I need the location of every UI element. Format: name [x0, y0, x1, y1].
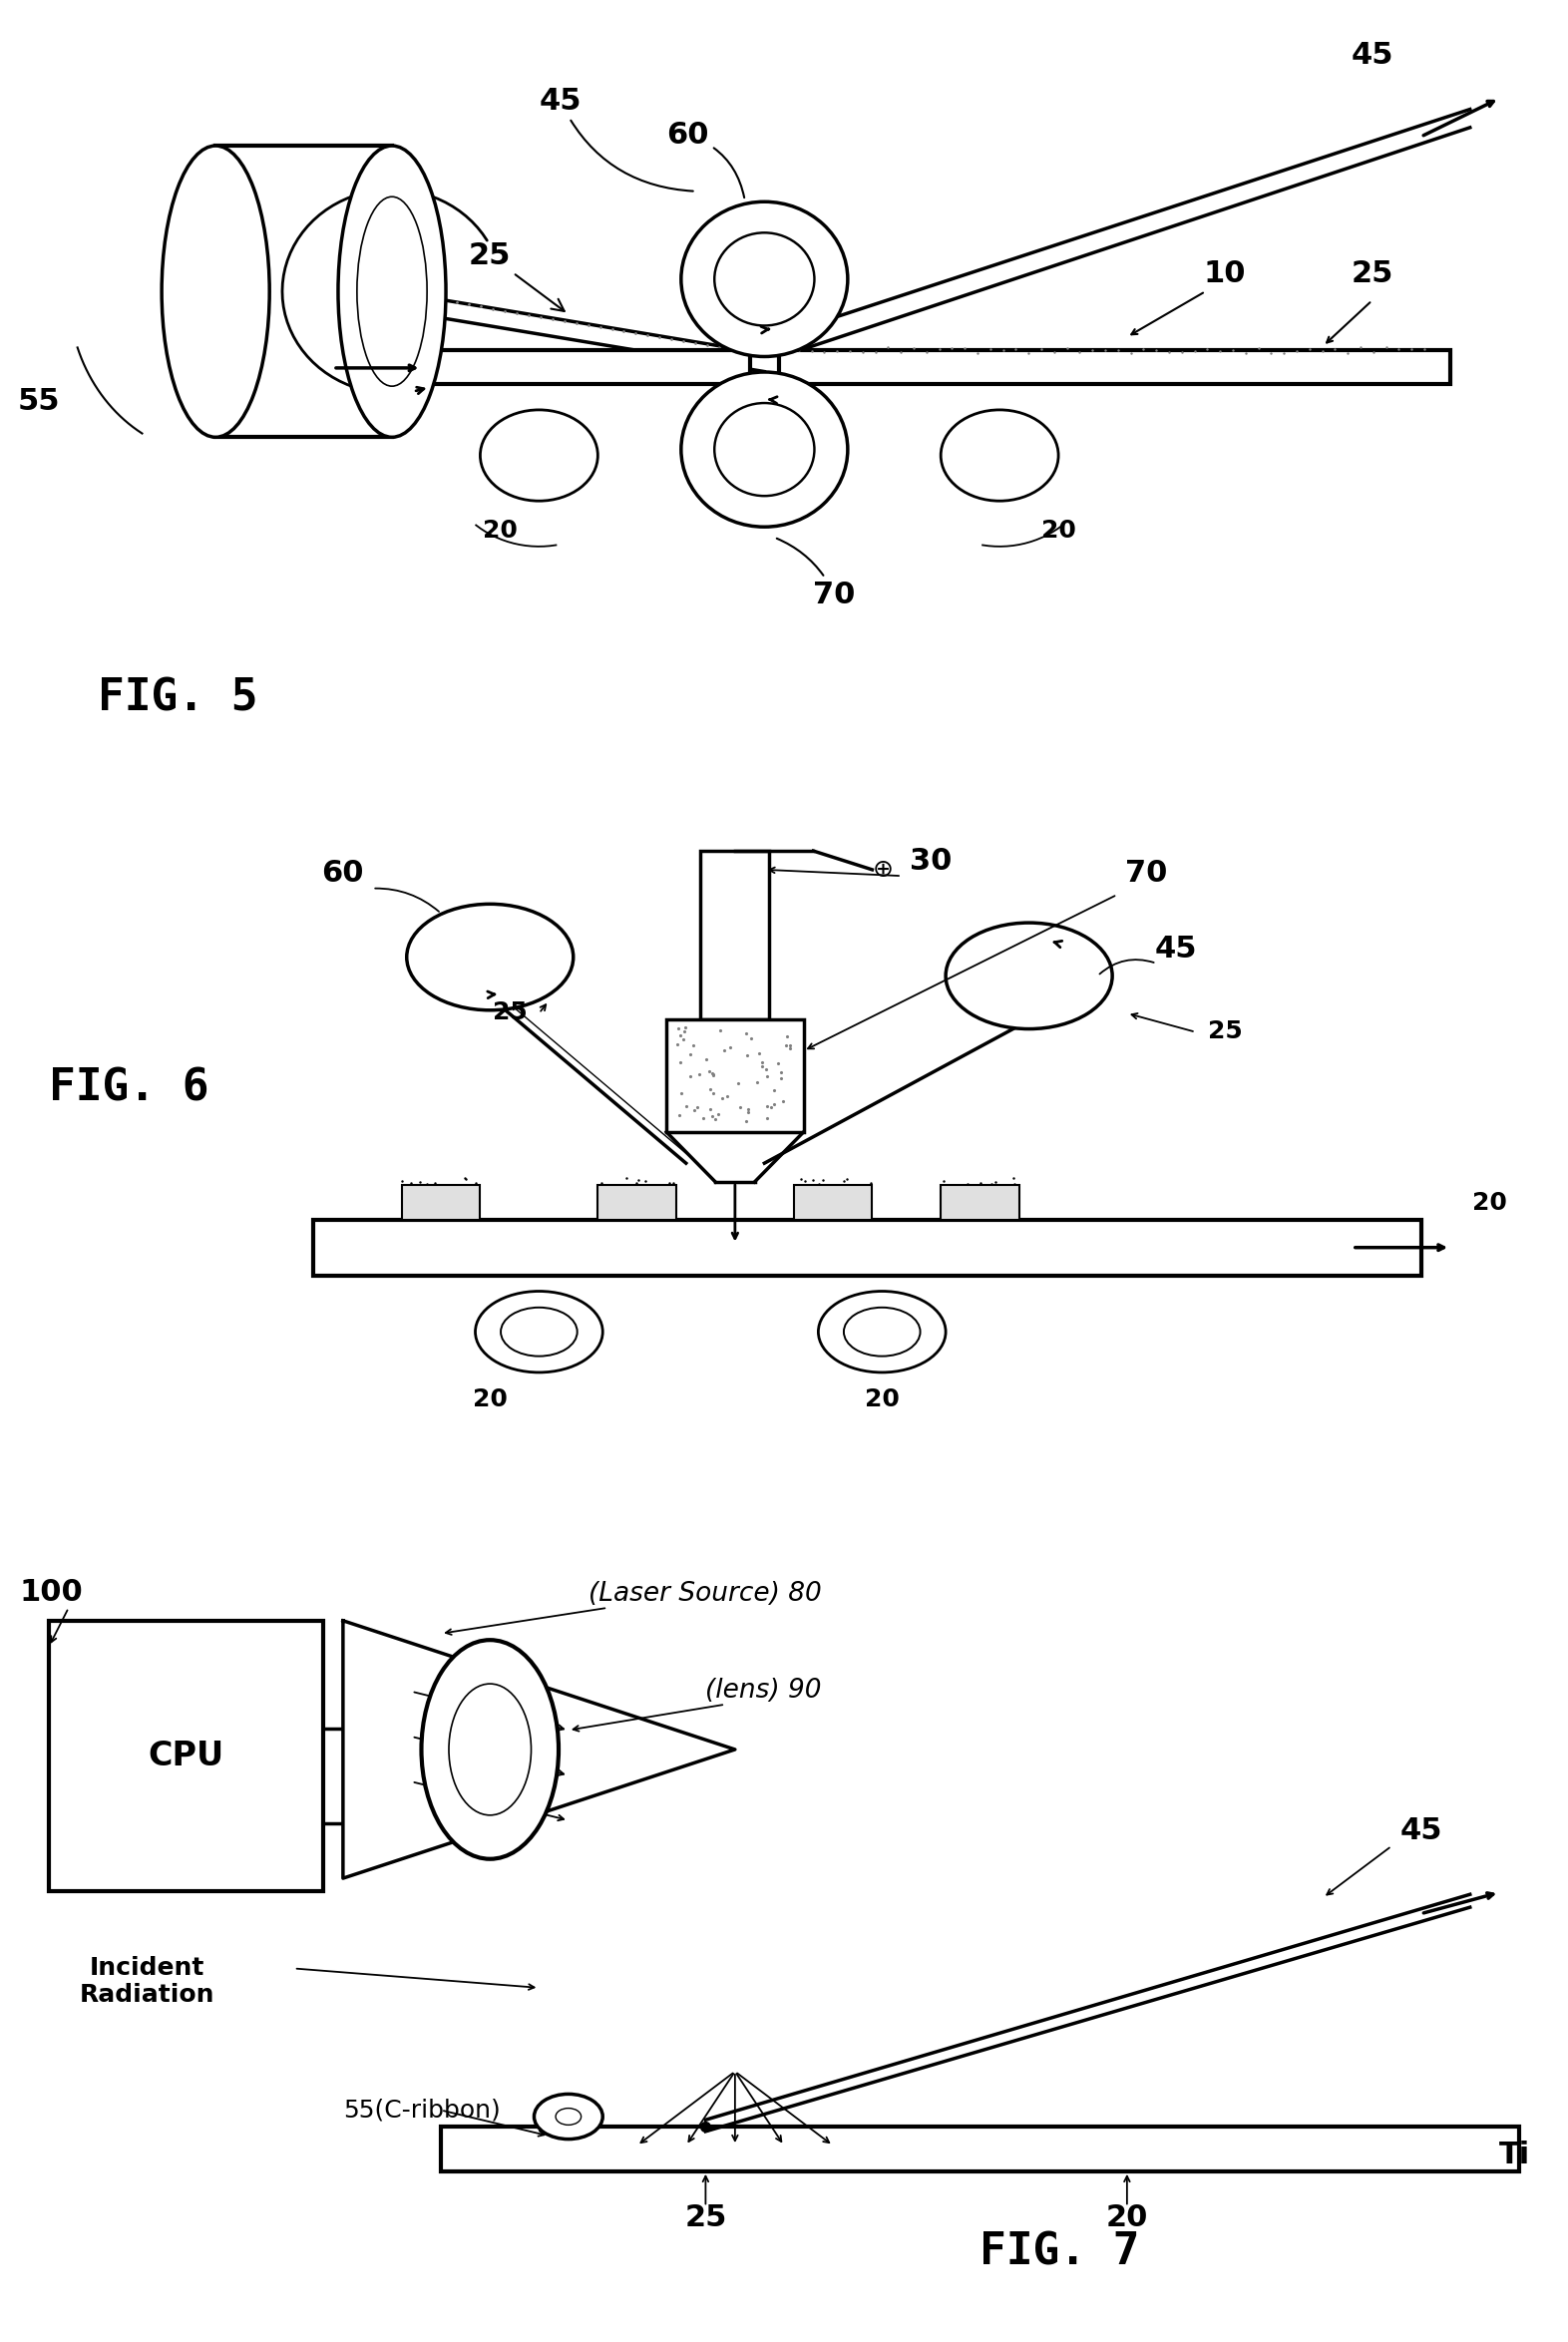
- Text: FIG. 7: FIG. 7: [980, 2232, 1140, 2274]
- Text: 60: 60: [321, 860, 364, 888]
- Text: 25: 25: [685, 2204, 726, 2232]
- Text: (lens) 90: (lens) 90: [706, 1677, 822, 1705]
- Text: 20: 20: [472, 1389, 508, 1412]
- Text: FIG. 5: FIG. 5: [97, 677, 259, 719]
- Text: 20: 20: [864, 1389, 900, 1412]
- Text: 55(C-ribbon): 55(C-ribbon): [343, 2098, 500, 2122]
- Circle shape: [406, 904, 574, 1009]
- Circle shape: [681, 372, 848, 527]
- FancyBboxPatch shape: [314, 1220, 1421, 1276]
- Text: FIG. 6: FIG. 6: [49, 1068, 209, 1110]
- FancyBboxPatch shape: [779, 349, 1450, 384]
- Text: 20: 20: [483, 518, 517, 543]
- Polygon shape: [343, 1621, 735, 1878]
- Ellipse shape: [941, 410, 1058, 501]
- FancyBboxPatch shape: [597, 1185, 676, 1220]
- Text: 25: 25: [1207, 1019, 1242, 1042]
- Circle shape: [681, 201, 848, 356]
- Text: 25: 25: [492, 1000, 527, 1023]
- Text: 10: 10: [1204, 260, 1247, 288]
- Text: 45: 45: [539, 87, 693, 192]
- Circle shape: [818, 1290, 946, 1372]
- Text: 20: 20: [1105, 2204, 1148, 2232]
- FancyBboxPatch shape: [373, 349, 750, 384]
- Text: 70: 70: [776, 539, 856, 609]
- FancyBboxPatch shape: [49, 1621, 323, 1892]
- Ellipse shape: [162, 145, 270, 438]
- Text: $\oplus$: $\oplus$: [872, 857, 892, 881]
- Ellipse shape: [480, 410, 597, 501]
- Text: 45: 45: [1350, 40, 1394, 70]
- Text: 20: 20: [1472, 1192, 1507, 1215]
- Circle shape: [946, 923, 1112, 1028]
- Text: 45: 45: [1400, 1817, 1443, 1845]
- Text: Ti: Ti: [1499, 2141, 1530, 2169]
- Text: 60: 60: [666, 119, 745, 197]
- Circle shape: [535, 2094, 602, 2138]
- Text: 55: 55: [17, 386, 61, 417]
- FancyBboxPatch shape: [701, 850, 770, 1019]
- FancyBboxPatch shape: [941, 1185, 1019, 1220]
- Ellipse shape: [422, 1639, 558, 1860]
- FancyBboxPatch shape: [666, 1019, 804, 1131]
- Text: CPU: CPU: [147, 1740, 224, 1773]
- Text: 100: 100: [20, 1579, 83, 1607]
- Text: 25: 25: [469, 241, 564, 311]
- Text: Incident
Radiation: Incident Radiation: [80, 1956, 215, 2007]
- FancyBboxPatch shape: [441, 2127, 1519, 2171]
- Ellipse shape: [339, 145, 445, 438]
- Text: 25: 25: [1352, 260, 1392, 288]
- Text: (Laser Source) 80: (Laser Source) 80: [588, 1581, 822, 1607]
- FancyBboxPatch shape: [401, 1185, 480, 1220]
- Text: 45: 45: [1154, 934, 1198, 963]
- Text: 70: 70: [1126, 860, 1168, 888]
- Circle shape: [475, 1290, 602, 1372]
- FancyBboxPatch shape: [793, 1185, 872, 1220]
- Text: 20: 20: [1041, 518, 1076, 543]
- Text: 30: 30: [909, 848, 952, 876]
